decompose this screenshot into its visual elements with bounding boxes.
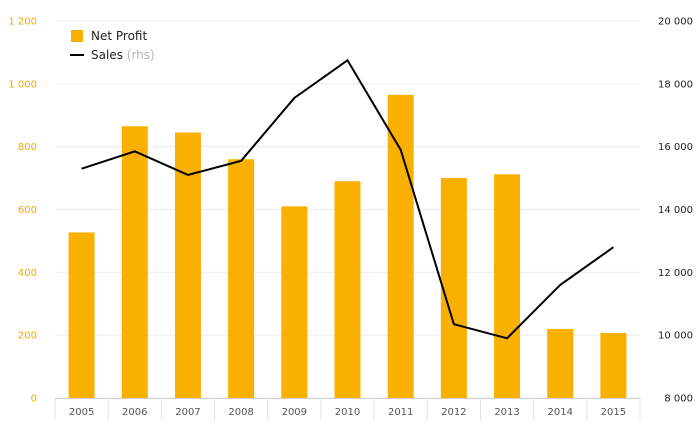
bar-net-profit-2005: [68, 232, 95, 398]
bar-net-profit-2015: [600, 332, 627, 398]
y-right-tick-label: 20 000: [658, 17, 693, 28]
y-left-tick-label: 0: [31, 394, 37, 405]
y-left-tick-label: 200: [18, 331, 37, 342]
y-left-tick-label: 1 200: [8, 17, 37, 28]
legend-suffix-rhs: (rhs): [127, 48, 155, 62]
y-left-tick-label: 600: [18, 205, 37, 216]
x-tick-label: 2014: [548, 407, 573, 418]
y-left-tick-label: 400: [18, 268, 37, 279]
y-axis-right: 8 000 10 000 12 000 14 000 16 000 18 000 20 00…: [658, 17, 693, 405]
bar-net-profit-2007: [174, 132, 201, 398]
bar-net-profit-2013: [494, 174, 521, 398]
x-tick-label: 2007: [175, 407, 200, 418]
y-left-tick-label: 800: [18, 142, 37, 153]
legend-swatch-net-profit: [71, 30, 83, 42]
bar-net-profit-2011: [387, 94, 414, 399]
legend-label-sales: Sales (rhs): [91, 48, 155, 62]
x-tick-label: 2010: [335, 407, 360, 418]
x-tick-label: 2015: [601, 407, 626, 418]
x-tick-label: 2013: [494, 407, 519, 418]
bar-net-profit-2006: [121, 126, 148, 398]
x-tick-label: 2006: [122, 407, 147, 418]
legend: Net Profit Sales (rhs): [70, 29, 155, 62]
bar-net-profit-2010: [334, 181, 361, 398]
net-profit-bars: [68, 94, 627, 399]
legend-label-net-profit: Net Profit: [91, 29, 147, 43]
y-right-tick-label: 14 000: [658, 205, 693, 216]
y-right-tick-label: 18 000: [658, 79, 693, 90]
x-tick-label: 2008: [228, 407, 253, 418]
y-left-tick-label: 1 000: [8, 79, 37, 90]
bar-net-profit-2008: [228, 159, 255, 398]
x-tick-label: 2012: [441, 407, 466, 418]
x-axis: 2005 2006 2007 2008 2009 2010 2011 2012 2013 2014…: [54, 398, 641, 420]
y-right-tick-label: 12 000: [658, 268, 693, 279]
x-tick-label: 2005: [69, 407, 94, 418]
y-axis-left: 0 200 400 600 800 1 000 1 200: [8, 17, 37, 405]
sales-line-group: [81, 58, 614, 340]
x-tick-label: 2009: [282, 407, 307, 418]
y-right-tick-label: 8 000: [664, 394, 693, 405]
bar-net-profit-2009: [281, 206, 308, 398]
bar-net-profit-2012: [440, 178, 467, 398]
bar-net-profit-2014: [547, 328, 574, 398]
y-right-tick-label: 16 000: [658, 142, 693, 153]
y-right-tick-label: 10 000: [658, 331, 693, 342]
x-tick-label: 2011: [388, 407, 413, 418]
